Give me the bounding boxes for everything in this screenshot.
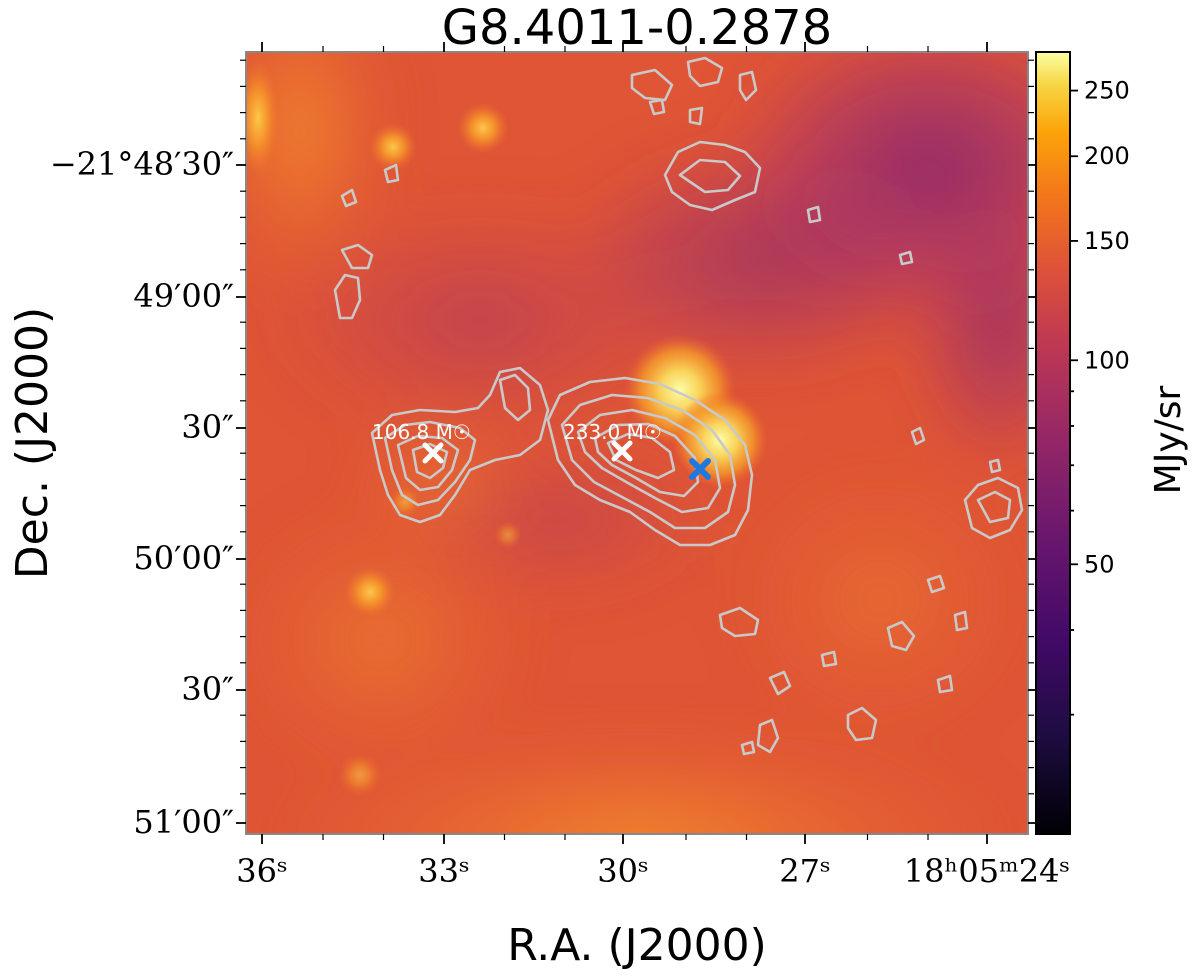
contour <box>498 373 532 422</box>
northern-source-a <box>369 123 417 171</box>
contour <box>606 432 676 480</box>
contour <box>768 670 792 696</box>
contour <box>806 205 822 224</box>
contour <box>383 420 477 507</box>
x-axis-label: R.A. (J2000) <box>507 920 767 971</box>
source-marker-west <box>422 442 444 464</box>
contour <box>886 620 916 652</box>
source-marker-blue <box>689 458 711 480</box>
source-markers: 106.8 M☉ 233.0 M☉ <box>372 420 711 480</box>
contour <box>593 422 700 498</box>
contour <box>560 393 737 530</box>
contour <box>396 434 460 492</box>
y-axis: −21°48′30″ 49′00″ 30″ 50′00″ 30″ 51′00″ … <box>7 59 1038 841</box>
y-axis-label: Dec. (J2000) <box>7 307 58 579</box>
contour <box>630 68 674 102</box>
contour <box>963 476 1024 540</box>
colorbar-tick-label: 50 <box>1084 550 1115 578</box>
x-tick-label: 18ʰ05ᵐ24ˢ <box>904 852 1070 890</box>
contour <box>340 188 358 208</box>
x-axis: 36ˢ 33ˢ 30ˢ 27ˢ 18ʰ05ᵐ24ˢ R.A. (J2000) <box>236 42 1070 971</box>
y-tick-label: 49′00″ <box>133 277 234 315</box>
contour <box>820 650 838 668</box>
contour <box>740 740 756 756</box>
y-tick-label: −21°48′30″ <box>50 145 234 183</box>
source-label-central: 233.0 M☉ <box>563 420 662 444</box>
y-tick-label: 30″ <box>181 670 234 708</box>
y-tick-label: 30″ <box>181 408 234 446</box>
contour <box>678 158 742 194</box>
west-edge-glow <box>246 58 280 178</box>
contour <box>846 706 878 742</box>
contour <box>333 273 362 320</box>
y-tick-label: 51′00″ <box>133 803 234 841</box>
contour <box>936 674 954 694</box>
contour <box>910 426 926 446</box>
source-marker-central <box>611 440 633 462</box>
colorbar-gradient <box>1035 51 1071 835</box>
contour-layer <box>333 56 1024 756</box>
colorbar-tick-label: 150 <box>1084 227 1130 255</box>
contour <box>648 98 666 116</box>
colorbar-tick-label: 100 <box>1084 346 1130 374</box>
northern-source-b <box>457 102 509 154</box>
contour <box>718 606 760 638</box>
colorbar-tick-label: 200 <box>1084 142 1130 170</box>
plot-frame <box>245 51 1029 835</box>
contour <box>370 366 550 524</box>
contour <box>926 574 946 594</box>
contour <box>976 490 1012 524</box>
contour <box>383 163 400 184</box>
contour <box>738 70 758 102</box>
x-tick-label: 33ˢ <box>418 852 470 890</box>
contour <box>686 56 724 88</box>
contour <box>898 250 914 266</box>
contour <box>988 458 1002 474</box>
colorbar-tick-label: 250 <box>1084 77 1130 105</box>
colorbar: 50 100 150 200 250 MJy/sr <box>1035 51 1189 835</box>
contour <box>688 106 704 126</box>
contour <box>340 243 374 270</box>
intensity-map <box>246 52 1028 834</box>
x-tick-label: 27ˢ <box>779 852 831 890</box>
colorbar-label: MJy/sr <box>1148 385 1189 494</box>
x-tick-label: 30ˢ <box>597 852 649 890</box>
contour <box>411 442 449 480</box>
contour <box>576 408 722 514</box>
contour <box>756 718 780 754</box>
y-tick-label: 50′00″ <box>133 539 234 577</box>
contour <box>546 376 754 547</box>
source-label-west: 106.8 M☉ <box>372 420 471 444</box>
southern-source <box>344 566 396 618</box>
contour <box>663 140 762 212</box>
chart-title: G8.4011-0.2878 <box>442 0 832 56</box>
x-tick-label: 36ˢ <box>236 852 288 890</box>
contour <box>953 610 969 632</box>
